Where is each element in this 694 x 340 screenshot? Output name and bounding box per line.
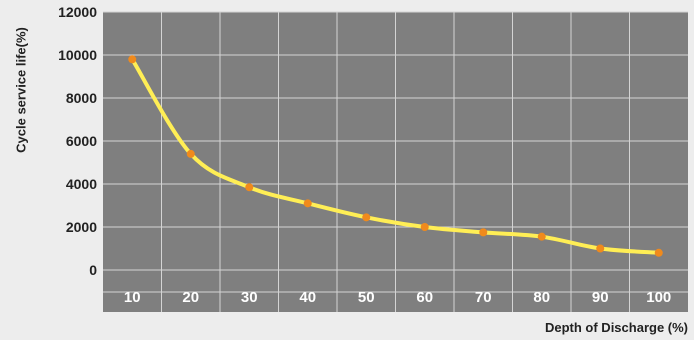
- y-tick-label: 4000: [66, 176, 97, 192]
- series-line: [130, 57, 661, 255]
- y-tick-labels: 0 2000 4000 6000 8000 10000 12000: [58, 4, 97, 278]
- y-tick-label: 10000: [58, 47, 97, 63]
- data-point: [186, 149, 195, 158]
- y-axis-label: Cycle service life(%): [13, 27, 28, 153]
- y-tick-label: 0: [89, 262, 97, 278]
- x-tick-label: 20: [182, 289, 199, 306]
- x-tick-labels: 10 20 30 40 50 60 70 80 90 100: [124, 289, 671, 306]
- y-tick-label: 6000: [66, 133, 97, 149]
- x-tick-label: 80: [533, 289, 550, 306]
- data-point: [245, 183, 254, 192]
- y-tick-label: 2000: [66, 219, 97, 235]
- y-tick-label: 12000: [58, 4, 97, 20]
- x-tick-label: 70: [475, 289, 492, 306]
- data-point: [128, 55, 137, 64]
- x-tick-label: 60: [416, 289, 433, 306]
- data-points: [128, 55, 663, 257]
- data-point: [420, 223, 429, 231]
- x-tick-label: 90: [592, 289, 609, 306]
- data-point: [654, 248, 663, 257]
- data-point: [362, 213, 371, 222]
- x-axis-label: Depth of Discharge (%): [545, 320, 688, 335]
- data-point: [303, 199, 312, 208]
- x-tick-label: 10: [124, 289, 141, 306]
- x-tick-label: 30: [241, 289, 258, 306]
- x-tick-label: 40: [299, 289, 316, 306]
- gridlines: [103, 11, 688, 312]
- x-tick-label: 50: [358, 289, 375, 306]
- x-tick-label: 100: [646, 289, 671, 306]
- data-point: [537, 232, 546, 241]
- data-point: [596, 244, 605, 253]
- data-point: [479, 228, 488, 237]
- y-tick-label: 8000: [66, 90, 97, 106]
